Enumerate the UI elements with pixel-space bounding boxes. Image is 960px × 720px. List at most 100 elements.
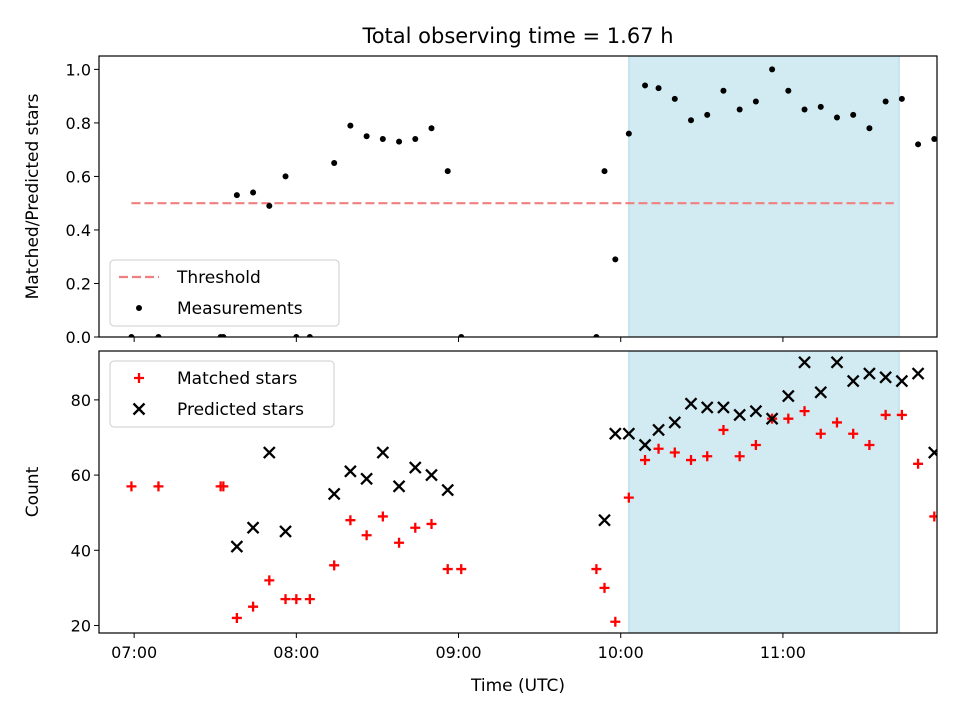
predicted-star-point: [945, 522, 956, 533]
axes-frame: [98, 55, 938, 338]
measurement-point: [396, 138, 403, 145]
predicted-star-point: [668, 416, 682, 429]
matched-star-point: [280, 594, 291, 605]
legend-label: Measurements: [177, 299, 303, 319]
matched-star-point: [799, 406, 810, 417]
legend: Matched stars Predicted stars: [109, 360, 335, 428]
matched-star-point: [218, 481, 229, 492]
measurement-point: [642, 82, 649, 89]
legend-label: Predicted stars: [177, 400, 304, 420]
predicted-star-point: [863, 367, 876, 380]
matched-star-point: [329, 560, 340, 571]
measurement-point: [850, 111, 857, 118]
matched-star-point: [456, 564, 467, 575]
measurement-point: [671, 95, 678, 102]
predicted-star-point: [814, 386, 828, 399]
measurement-point: [347, 122, 354, 129]
measurement-point: [625, 130, 632, 137]
predicted-star-point: [879, 371, 892, 384]
measurement-point: [882, 98, 889, 105]
matched-star-point: [864, 440, 875, 450]
y-tick-label: 0.4: [66, 221, 91, 240]
measurement-point: [655, 85, 662, 92]
measurement-point: [785, 87, 792, 94]
predicted-star-point: [262, 446, 276, 459]
predicted-star-point: [717, 401, 730, 414]
measurement-point: [412, 135, 419, 142]
measurement-point: [155, 334, 162, 337]
predicted-star-point: [782, 389, 795, 403]
matched-star-point: [291, 594, 302, 605]
matched-star-point: [394, 537, 405, 548]
predicted-star-point: [408, 461, 422, 474]
measurement-point: [736, 106, 743, 113]
matched-star-point: [610, 616, 621, 627]
y-axis-label: Count: [23, 466, 43, 517]
predicted-star-point: [927, 446, 937, 459]
measurement-point: [306, 334, 313, 337]
measurement-point: [931, 135, 937, 142]
legend-measurements-swatch: [136, 305, 142, 311]
y-tick-label: 20: [71, 616, 91, 635]
predicted-star-point: [360, 472, 373, 486]
x-axis-label: Time (UTC): [470, 676, 565, 696]
matched-star-point: [304, 594, 315, 605]
matched-star-point: [426, 518, 437, 529]
predicted-star-point: [441, 483, 455, 497]
predicted-star-point: [425, 468, 438, 482]
matched-star-point: [929, 511, 937, 522]
matched-star-point: [410, 522, 421, 533]
predicted-star-point: [622, 427, 636, 441]
predicted-star-point: [895, 374, 909, 388]
x-tick-label: 10:00: [598, 643, 644, 662]
predicted-star-point: [830, 355, 844, 369]
y-tick-label: 0.2: [66, 274, 91, 293]
matched-star-point: [361, 530, 372, 541]
y-tick-label: 40: [71, 541, 91, 560]
predicted-star-point: [652, 423, 665, 437]
matched-star-point: [702, 451, 713, 462]
measurement-point: [720, 87, 727, 94]
y-tick-label: 1.0: [66, 60, 91, 79]
measurement-point: [752, 98, 759, 105]
matched-star-point: [248, 601, 259, 612]
measurement-point: [612, 256, 619, 263]
predicted-star-point: [749, 404, 763, 418]
y-axis-label: Matched/Predicted stars: [23, 93, 43, 299]
measurement-point: [817, 103, 824, 110]
predicted-star-point: [638, 438, 652, 452]
measurement-point: [293, 334, 300, 337]
legend-label: Matched stars: [177, 369, 297, 389]
axes-frame: [98, 350, 938, 634]
observing-span: [628, 351, 900, 633]
measurement-point: [833, 114, 840, 121]
predicted-star-point: [765, 412, 779, 425]
matched-star-point: [640, 455, 651, 466]
x-tick-label: 09:00: [435, 643, 481, 662]
measurement-point: [266, 202, 273, 209]
measurement-point: [282, 173, 289, 180]
matched-star-point: [946, 590, 956, 600]
predicted-star-point: [230, 540, 244, 553]
predicted-star-point: [327, 487, 341, 501]
measurement-point: [363, 133, 370, 140]
plot-area: [128, 56, 937, 337]
predicted-star-point: [911, 367, 925, 380]
measurement-point: [220, 334, 227, 337]
measurement-point: [601, 168, 608, 175]
matched-star-point: [831, 417, 842, 428]
measurement-point: [704, 111, 711, 118]
legend-matched-swatch: [134, 373, 144, 383]
y-tick-label: 80: [71, 391, 91, 410]
predicted-star-point: [798, 355, 811, 369]
measurement-point: [915, 141, 922, 148]
matched-star-point: [783, 413, 794, 424]
matched-star-point: [913, 458, 924, 469]
matched-star-point: [815, 428, 826, 439]
measurement-point: [769, 66, 776, 73]
x-tick-label: 08:00: [273, 643, 319, 662]
predicted-star-point: [392, 480, 406, 493]
x-tick-label: 11:00: [760, 643, 806, 662]
predicted-star-point: [376, 446, 390, 459]
top-panel-ratio: 0.0 0.2 0.4 0.6 0.8 1.0 Matched/Predicted star…: [23, 55, 938, 347]
